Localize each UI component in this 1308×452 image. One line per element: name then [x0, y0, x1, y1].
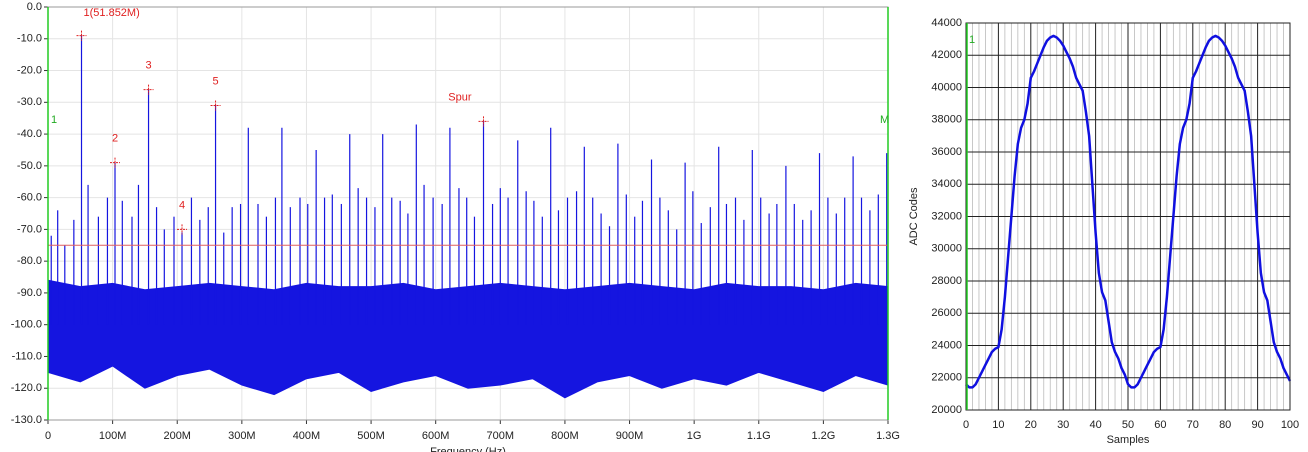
marker-label: Spur [448, 91, 472, 103]
cursor-label: 1 [51, 114, 57, 126]
y-tick-label: 42000 [931, 49, 962, 61]
y-tick-label: 30000 [931, 243, 962, 255]
x-tick-label: 300M [228, 430, 256, 442]
waveform-line [965, 34, 1292, 389]
y-tick-label: -40.0 [17, 128, 42, 140]
x-tick-label: 100 [1281, 419, 1299, 431]
y-tick-label: 40000 [931, 81, 962, 93]
marker-label: 2 [112, 133, 118, 145]
x-tick-label: 0 [963, 419, 969, 431]
x-tick-label: 1.2G [811, 430, 835, 442]
y-tick-label: 32000 [931, 210, 962, 222]
y-tick-label: -90.0 [17, 287, 42, 299]
y-tick-label: -20.0 [17, 64, 42, 76]
x-tick-label: 1.3G [876, 430, 900, 442]
y-tick-label: -130.0 [11, 414, 42, 426]
x-tick-label: 80 [1219, 419, 1231, 431]
x-axis-title: Frequency (Hz) [430, 446, 506, 452]
x-tick-label: 100M [99, 430, 127, 442]
y-tick-label: -50.0 [17, 160, 42, 172]
x-tick-label: 400M [293, 430, 321, 442]
x-tick-label: 90 [1251, 419, 1263, 431]
y-tick-label: 38000 [931, 114, 962, 126]
y-tick-label: -80.0 [17, 255, 42, 267]
x-tick-label: 200M [163, 430, 191, 442]
y-tick-label: -10.0 [17, 33, 42, 45]
x-tick-label: 10 [992, 419, 1004, 431]
x-tick-label: 20 [1025, 419, 1037, 431]
cursor-label: M [880, 114, 889, 126]
y-tick-label: 26000 [931, 307, 962, 319]
y-tick-label: -120.0 [11, 382, 42, 394]
y-tick-label: 36000 [931, 146, 962, 158]
x-tick-label: 800M [551, 430, 579, 442]
x-tick-label: 1.1G [747, 430, 771, 442]
cursor-label: 1 [969, 34, 975, 46]
marker-cross [143, 84, 154, 95]
x-tick-label: 500M [357, 430, 385, 442]
x-axis-title: Samples [1107, 434, 1150, 446]
y-tick-label: -70.0 [17, 223, 42, 235]
marker-label: 4 [179, 199, 185, 211]
y-tick-label: 24000 [931, 339, 962, 351]
y-tick-label: -110.0 [12, 350, 42, 362]
marker-cross [478, 116, 489, 127]
x-tick-label: 700M [487, 430, 515, 442]
marker-cross [110, 157, 121, 168]
y-tick-label: -100.0 [11, 319, 42, 331]
marker-label: 1(51.852M) [84, 7, 140, 19]
marker-label: 5 [212, 75, 218, 87]
x-tick-label: 30 [1057, 419, 1069, 431]
x-tick-label: 1G [687, 430, 702, 442]
x-tick-label: 600M [422, 430, 450, 442]
x-tick-label: 40 [1089, 419, 1101, 431]
x-tick-label: 60 [1154, 419, 1166, 431]
y-axis-title: ADC Codes [908, 187, 920, 246]
y-tick-label: 44000 [931, 17, 962, 29]
x-tick-label: 0 [45, 430, 51, 442]
y-tick-label: 22000 [931, 372, 962, 384]
y-tick-label: -30.0 [17, 96, 42, 108]
y-tick-label: 0.0 [27, 1, 42, 13]
marker-label: 3 [145, 60, 151, 72]
y-tick-label: 34000 [931, 178, 962, 190]
y-tick-label: 28000 [931, 275, 962, 287]
x-tick-label: 50 [1122, 419, 1134, 431]
marker-cross [177, 224, 188, 235]
x-tick-label: 70 [1187, 419, 1199, 431]
y-tick-label: 20000 [931, 404, 962, 416]
marker-cross [76, 30, 87, 41]
y-tick-label: -60.0 [17, 192, 42, 204]
x-tick-label: 900M [616, 430, 644, 442]
plot-border [965, 22, 1291, 411]
marker-cross [210, 100, 221, 111]
